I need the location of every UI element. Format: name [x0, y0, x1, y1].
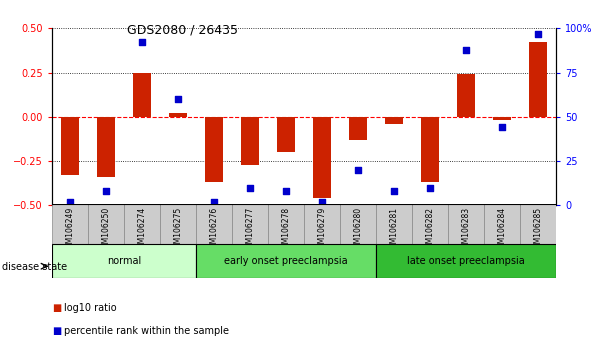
- Bar: [196, 244, 376, 278]
- Point: [209, 199, 219, 205]
- Bar: [412, 204, 448, 244]
- Bar: [241, 117, 259, 165]
- Text: GSM106285: GSM106285: [534, 207, 543, 253]
- Text: GSM106279: GSM106279: [317, 207, 326, 253]
- Bar: [52, 204, 88, 244]
- Text: early onset preeclampsia: early onset preeclampsia: [224, 256, 348, 266]
- Bar: [349, 117, 367, 140]
- Text: GSM106277: GSM106277: [246, 207, 254, 253]
- Bar: [493, 117, 511, 120]
- Text: GSM106282: GSM106282: [426, 207, 435, 253]
- Bar: [457, 74, 475, 117]
- Text: normal: normal: [106, 256, 141, 266]
- Bar: [277, 117, 295, 152]
- Text: ■: ■: [52, 326, 61, 336]
- Bar: [421, 117, 439, 182]
- Text: GSM106284: GSM106284: [498, 207, 506, 253]
- Bar: [169, 113, 187, 117]
- Point: [281, 188, 291, 194]
- Bar: [376, 244, 556, 278]
- Bar: [313, 117, 331, 198]
- Bar: [97, 117, 115, 177]
- Bar: [232, 204, 268, 244]
- Text: GSM106274: GSM106274: [137, 207, 147, 253]
- Text: GSM106276: GSM106276: [209, 207, 218, 253]
- Text: GSM106281: GSM106281: [390, 207, 399, 253]
- Text: GSM106249: GSM106249: [65, 207, 74, 253]
- Bar: [61, 117, 78, 175]
- Bar: [268, 204, 304, 244]
- Bar: [385, 117, 403, 124]
- Text: GSM106283: GSM106283: [461, 207, 471, 253]
- Bar: [520, 204, 556, 244]
- Bar: [448, 204, 484, 244]
- Point: [389, 188, 399, 194]
- Point: [425, 185, 435, 190]
- Bar: [340, 204, 376, 244]
- Text: GDS2080 / 26435: GDS2080 / 26435: [127, 23, 238, 36]
- Bar: [52, 244, 196, 278]
- Bar: [484, 204, 520, 244]
- Point: [173, 96, 182, 102]
- Point: [533, 31, 543, 36]
- Bar: [376, 204, 412, 244]
- Point: [245, 185, 255, 190]
- Bar: [124, 204, 160, 244]
- Text: ■: ■: [52, 303, 61, 313]
- Text: GSM106275: GSM106275: [173, 207, 182, 253]
- Point: [497, 125, 507, 130]
- Point: [65, 199, 75, 205]
- Text: late onset preeclampsia: late onset preeclampsia: [407, 256, 525, 266]
- Bar: [88, 204, 124, 244]
- Point: [353, 167, 363, 173]
- Bar: [530, 42, 547, 117]
- Text: disease state: disease state: [2, 262, 67, 272]
- Text: percentile rank within the sample: percentile rank within the sample: [64, 326, 229, 336]
- Bar: [304, 204, 340, 244]
- Text: GSM106250: GSM106250: [102, 207, 110, 253]
- Text: GSM106278: GSM106278: [282, 207, 291, 253]
- Text: GSM106280: GSM106280: [354, 207, 362, 253]
- Bar: [133, 73, 151, 117]
- Bar: [205, 117, 223, 182]
- Text: log10 ratio: log10 ratio: [64, 303, 117, 313]
- Point: [137, 40, 147, 45]
- Bar: [160, 204, 196, 244]
- Point: [317, 199, 327, 205]
- Point: [101, 188, 111, 194]
- Bar: [196, 204, 232, 244]
- Point: [461, 47, 471, 52]
